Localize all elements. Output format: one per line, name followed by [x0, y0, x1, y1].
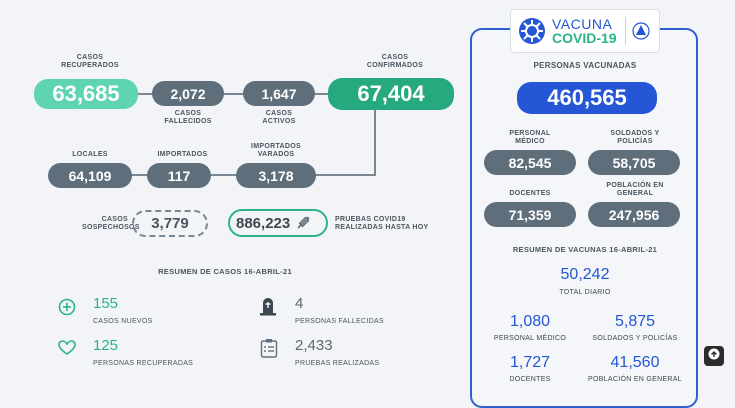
clipboard-icon — [260, 338, 278, 363]
local-value: 64,109 — [68, 167, 112, 184]
heart-icon — [58, 340, 76, 361]
recovered-summary-label: PERSONAS RECUPERADAS — [93, 360, 194, 367]
virus-icon — [517, 16, 547, 46]
teachers-label: DOCENTES — [509, 190, 551, 197]
deaths-value: 2,072 — [170, 85, 206, 102]
d-medical-value: 1,080 — [509, 313, 551, 330]
new-cases-label: CASOS NUEVOS — [93, 318, 153, 325]
daily-value: 50,242 — [560, 266, 610, 283]
deaths-pill: 2,072 — [152, 81, 224, 106]
suspected-pill: 3,779 — [132, 210, 208, 237]
connector-line — [125, 93, 335, 95]
deaths-label: CASOS FALLECIDOS — [164, 110, 212, 125]
arrow-up-icon — [708, 347, 720, 365]
active-pill: 1,647 — [243, 81, 315, 106]
imported-stranded-pill: 3,178 — [236, 163, 316, 188]
d-soldiers-label: SOLDADOS Y POLICÍAS — [592, 335, 678, 342]
tests-label: PRUEBAS COVID19 REALIZADAS HASTA HOY — [335, 216, 429, 231]
local-pill: 64,109 — [48, 163, 132, 188]
imported-stranded-label: IMPORTADOS VARADOS — [251, 143, 301, 158]
soldiers-label: SOLDADOS Y POLICÍAS — [610, 130, 660, 145]
medical-pill: 82,545 — [484, 150, 576, 175]
vaccinated-title: PERSONAS VACUNADAS — [533, 61, 637, 70]
active-value: 1,647 — [261, 85, 297, 102]
soldiers-pill: 58,705 — [588, 150, 680, 175]
connector-line-bottom — [80, 174, 376, 176]
suspected-value: 3,779 — [151, 215, 189, 232]
recovered-value: 63,685 — [52, 81, 120, 106]
tests-pill: 886,223 — [228, 209, 328, 237]
medical-value: 82,545 — [508, 154, 552, 171]
d-soldiers-value: 5,875 — [614, 313, 656, 330]
tombstone-icon — [258, 296, 278, 321]
confirmed-value: 67,404 — [357, 81, 425, 106]
imported-stranded-value: 3,178 — [258, 167, 294, 184]
suspected-label: CASOS SOSPECHOSOS — [82, 216, 140, 231]
tests-summary-label: PRUEBAS REALIZADAS — [295, 360, 380, 367]
deaths-summary-value: 4 — [295, 295, 304, 312]
tests-summary-value: 2,433 — [295, 337, 333, 354]
connector-line-vertical — [374, 110, 376, 174]
soldiers-value: 58,705 — [612, 154, 656, 171]
deaths-summary-label: PERSONAS FALLECIDAS — [295, 318, 384, 325]
flag-seal-icon — [631, 22, 650, 40]
logo-line2: COVID-19 — [552, 30, 617, 46]
d-medical-label: PERSONAL MÉDICO — [493, 335, 567, 342]
active-label: CASOS ACTIVOS — [262, 110, 296, 125]
medical-label: PERSONAL MÉDICO — [509, 130, 551, 145]
vaccinated-total-value: 460,565 — [547, 85, 627, 110]
teachers-value: 71,359 — [508, 206, 552, 223]
general-pill: 247,956 — [588, 202, 680, 227]
teachers-pill: 71,359 — [484, 202, 576, 227]
logo-line1: VACUNA — [552, 16, 613, 32]
general-value: 247,956 — [608, 206, 660, 223]
d-general-value: 41,560 — [610, 354, 660, 371]
scroll-top-button[interactable] — [704, 346, 724, 366]
imported-value: 117 — [167, 167, 191, 184]
syringe-icon — [296, 216, 310, 230]
plus-circle-icon — [58, 298, 76, 321]
local-label: LOCALES — [72, 151, 108, 158]
confirmed-label: CASOS CONFIRMADOS — [366, 54, 424, 69]
d-teachers-label: DOCENTES — [509, 376, 551, 383]
imported-label: IMPORTADOS — [157, 151, 208, 158]
vaccinated-total-pill: 460,565 — [517, 82, 657, 114]
confirmed-pill: 67,404 — [328, 78, 454, 110]
d-general-label: POBLACIÓN EN GENERAL — [588, 376, 682, 383]
summary-title: RESUMEN DE CASOS 16-ABRIL-21 — [158, 267, 292, 276]
d-teachers-value: 1,727 — [509, 354, 551, 371]
recovered-pill: 63,685 — [34, 79, 138, 109]
vaccine-summary-title: RESUMEN DE VACUNAS 16-ABRIL-21 — [512, 245, 658, 254]
imported-pill: 117 — [147, 163, 211, 188]
recovered-summary-value: 125 — [93, 337, 119, 354]
general-label: POBLACIÓN EN GENERAL — [606, 182, 664, 197]
new-cases-value: 155 — [93, 295, 119, 312]
vaccine-logo: VACUNA COVID-19 — [510, 9, 660, 53]
recovered-label: CASOS RECUPERADOS — [61, 54, 119, 69]
daily-label: TOTAL DIARIO — [559, 289, 611, 296]
tests-value: 886,223 — [236, 214, 291, 232]
